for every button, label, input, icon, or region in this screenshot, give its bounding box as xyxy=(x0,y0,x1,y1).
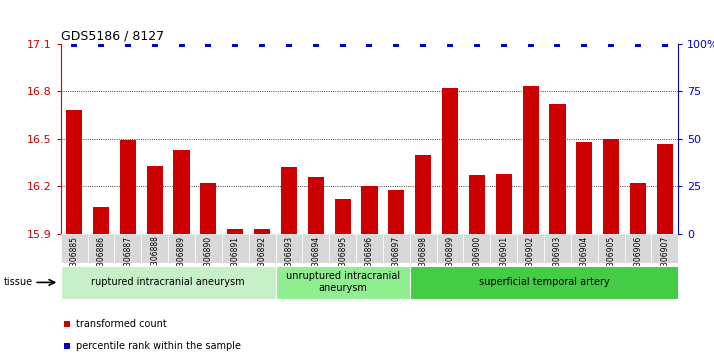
Text: GSM1306886: GSM1306886 xyxy=(96,236,106,286)
Bar xyxy=(388,190,404,234)
Text: ruptured intracranial aneurysm: ruptured intracranial aneurysm xyxy=(91,277,245,287)
Text: GSM1306901: GSM1306901 xyxy=(499,236,508,287)
Bar xyxy=(549,104,565,234)
Text: GSM1306905: GSM1306905 xyxy=(607,236,615,287)
Text: superficial temporal artery: superficial temporal artery xyxy=(478,277,610,287)
Text: GSM1306902: GSM1306902 xyxy=(526,236,535,287)
Text: GSM1306897: GSM1306897 xyxy=(392,236,401,287)
Text: GSM1306885: GSM1306885 xyxy=(70,236,79,286)
Text: tissue: tissue xyxy=(4,277,33,287)
Bar xyxy=(195,234,222,263)
Bar xyxy=(356,234,383,263)
Bar xyxy=(61,266,276,299)
Bar xyxy=(254,229,270,234)
Bar xyxy=(603,139,619,234)
Bar xyxy=(571,234,598,263)
Bar xyxy=(276,234,302,263)
Bar xyxy=(66,110,82,234)
Bar xyxy=(93,207,109,234)
Bar xyxy=(544,234,571,263)
Text: GSM1306903: GSM1306903 xyxy=(553,236,562,287)
Text: GSM1306895: GSM1306895 xyxy=(338,236,347,287)
Bar xyxy=(437,234,463,263)
Text: GSM1306898: GSM1306898 xyxy=(418,236,428,286)
Bar xyxy=(302,234,329,263)
Text: transformed count: transformed count xyxy=(76,319,167,329)
Bar xyxy=(415,155,431,234)
Bar xyxy=(463,234,491,263)
Bar xyxy=(329,234,356,263)
Bar xyxy=(523,86,538,234)
Bar xyxy=(496,174,512,234)
Text: GSM1306891: GSM1306891 xyxy=(231,236,240,286)
Text: GSM1306893: GSM1306893 xyxy=(284,236,293,287)
Bar xyxy=(625,234,651,263)
Text: GSM1306888: GSM1306888 xyxy=(150,236,159,286)
Text: unruptured intracranial
aneurysm: unruptured intracranial aneurysm xyxy=(286,272,400,293)
Text: GSM1306889: GSM1306889 xyxy=(177,236,186,286)
Bar xyxy=(442,88,458,234)
Bar xyxy=(630,183,646,234)
Text: GSM1306900: GSM1306900 xyxy=(473,236,481,287)
Bar xyxy=(335,199,351,234)
Bar xyxy=(61,234,88,263)
Text: percentile rank within the sample: percentile rank within the sample xyxy=(76,341,241,351)
Text: GSM1306894: GSM1306894 xyxy=(311,236,321,287)
Bar xyxy=(146,166,163,234)
Bar xyxy=(174,150,190,234)
Text: GSM1306899: GSM1306899 xyxy=(446,236,455,287)
Bar xyxy=(491,234,517,263)
Text: GSM1306896: GSM1306896 xyxy=(365,236,374,287)
Text: GDS5186 / 8127: GDS5186 / 8127 xyxy=(61,29,164,42)
Bar xyxy=(657,144,673,234)
Bar xyxy=(598,234,625,263)
Bar xyxy=(276,266,410,299)
Bar xyxy=(201,183,216,234)
Bar xyxy=(469,175,485,234)
Bar xyxy=(383,234,410,263)
Text: GSM1306904: GSM1306904 xyxy=(580,236,589,287)
Bar xyxy=(222,234,248,263)
Bar xyxy=(308,177,324,234)
Bar xyxy=(361,187,378,234)
Text: GSM1306887: GSM1306887 xyxy=(124,236,132,286)
Bar xyxy=(120,140,136,234)
Bar xyxy=(88,234,114,263)
Bar xyxy=(410,266,678,299)
Text: GSM1306907: GSM1306907 xyxy=(660,236,669,287)
Bar xyxy=(410,234,437,263)
Bar xyxy=(114,234,141,263)
Bar xyxy=(576,142,593,234)
Text: GSM1306890: GSM1306890 xyxy=(204,236,213,287)
Bar xyxy=(248,234,276,263)
Text: GSM1306892: GSM1306892 xyxy=(258,236,266,286)
Bar xyxy=(281,167,297,234)
Bar xyxy=(651,234,678,263)
Bar xyxy=(517,234,544,263)
Bar xyxy=(227,229,243,234)
Text: GSM1306906: GSM1306906 xyxy=(633,236,643,287)
Bar xyxy=(168,234,195,263)
Bar xyxy=(141,234,168,263)
